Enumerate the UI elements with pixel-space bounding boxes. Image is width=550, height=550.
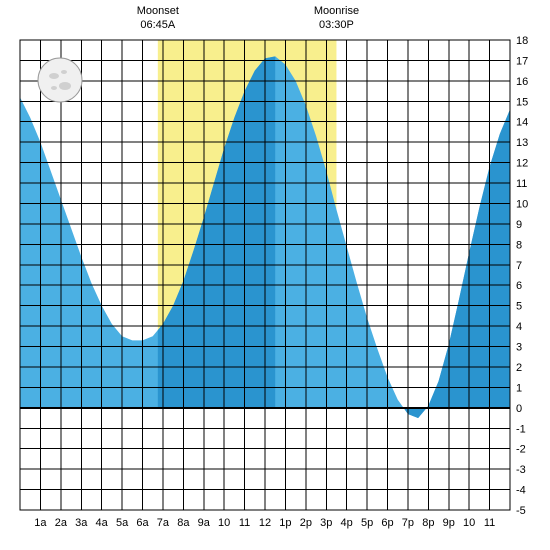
chart-svg: -5-4-3-2-101234567891011121314151617181a… [0, 0, 550, 550]
moonset-time: 06:45A [140, 19, 176, 31]
x-tick-label: 4p [341, 517, 353, 529]
y-tick-label: 8 [516, 239, 522, 251]
moonset-label: Moonset [137, 5, 179, 17]
x-tick-label: 7p [402, 517, 414, 529]
tide-chart: -5-4-3-2-101234567891011121314151617181a… [0, 0, 550, 550]
y-tick-label: 0 [516, 403, 522, 415]
x-tick-label: 1p [279, 517, 291, 529]
y-tick-label: 16 [516, 76, 528, 88]
y-tick-label: 10 [516, 198, 528, 210]
x-tick-label: 2p [300, 517, 312, 529]
x-tick-label: 8p [422, 517, 434, 529]
x-tick-label: 7a [157, 517, 170, 529]
y-axis-labels: -5-4-3-2-10123456789101112131415161718 [516, 35, 528, 517]
x-tick-label: 6a [136, 517, 149, 529]
x-tick-label: 10 [218, 517, 230, 529]
y-tick-label: 2 [516, 362, 522, 374]
x-tick-label: 3a [75, 517, 88, 529]
grid [20, 40, 510, 510]
y-tick-label: 9 [516, 219, 522, 231]
x-tick-label: 12 [259, 517, 271, 529]
y-tick-label: 15 [516, 96, 528, 108]
y-tick-label: 17 [516, 55, 528, 67]
y-tick-label: 12 [516, 158, 528, 170]
x-tick-label: 8a [177, 517, 190, 529]
moon-icon [38, 58, 82, 102]
x-tick-label: 11 [484, 517, 495, 529]
y-tick-label: -2 [516, 444, 526, 456]
x-tick-label: 9a [198, 517, 211, 529]
x-axis-labels: 1a 2a 3a 4a 5a 6a 7a 8a 9a 10 11 12 1p 2p 3p 4p 5p 6p 7p 8p… [34, 517, 495, 529]
y-tick-label: -1 [516, 423, 526, 435]
x-tick-label: 4a [96, 517, 109, 529]
moonrise-label: Moonrise [314, 5, 359, 17]
x-tick-label: 9p [443, 517, 455, 529]
y-tick-label: 14 [516, 117, 528, 129]
y-tick-label: 6 [516, 280, 522, 292]
moonrise-time: 03:30P [319, 19, 354, 31]
y-tick-label: 18 [516, 35, 528, 47]
x-tick-label: 1a [34, 517, 47, 529]
y-tick-label: 11 [516, 178, 527, 190]
x-tick-label: 6p [381, 517, 393, 529]
y-tick-label: -5 [516, 505, 526, 517]
y-tick-label: 5 [516, 301, 522, 313]
y-tick-label: 13 [516, 137, 528, 149]
y-tick-label: -3 [516, 464, 526, 476]
x-tick-label: 11 [239, 517, 250, 529]
x-tick-label: 5p [361, 517, 373, 529]
y-tick-label: -4 [516, 485, 526, 497]
x-tick-label: 3p [320, 517, 332, 529]
x-tick-label: 2a [55, 517, 68, 529]
y-tick-label: 3 [516, 342, 522, 354]
y-tick-label: 1 [516, 382, 522, 394]
tide-area-secondary [408, 109, 510, 418]
y-tick-label: 4 [516, 321, 522, 333]
y-tick-label: 7 [516, 260, 522, 272]
x-tick-label: 10 [463, 517, 475, 529]
tide-area-negative [404, 408, 427, 418]
x-tick-label: 5a [116, 517, 129, 529]
